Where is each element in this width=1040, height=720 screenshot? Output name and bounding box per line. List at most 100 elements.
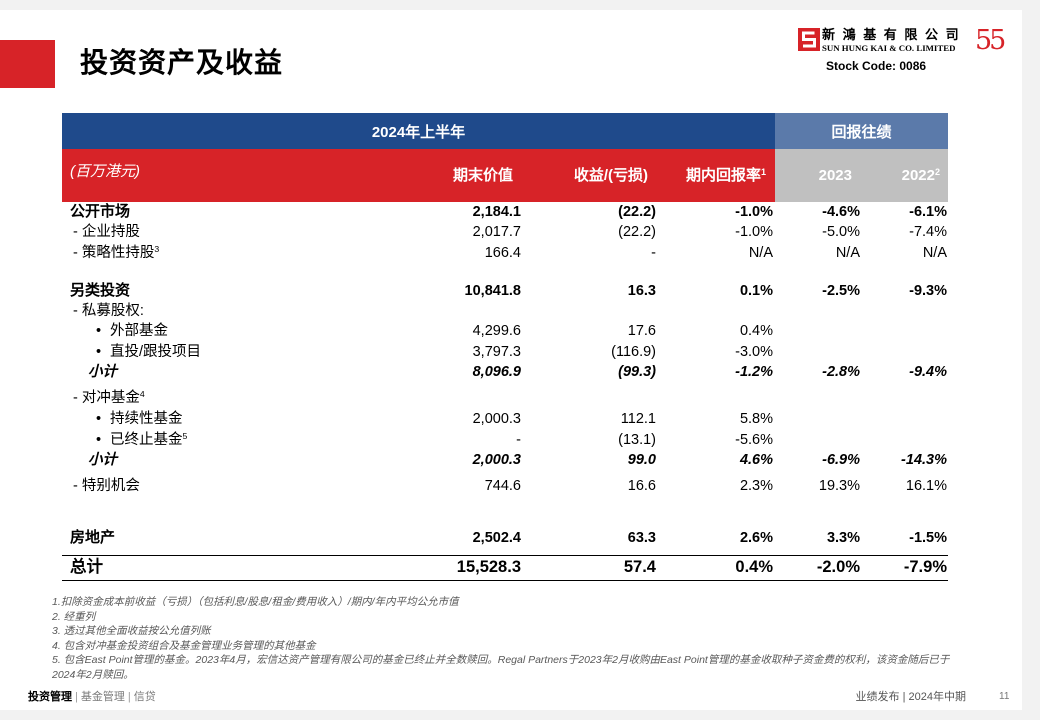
row-label-text: - 对冲基金 bbox=[73, 390, 140, 406]
row-label-text: - 特别机会 bbox=[73, 478, 140, 494]
footnote-5: 5. 包含East Point管理的基金。2023年4月，宏信达资产管理有限公司… bbox=[52, 654, 950, 681]
row-label: - 私募股权: bbox=[73, 300, 144, 322]
cell-end-value: 3,797.3 bbox=[472, 344, 521, 360]
cell-end-value: 2,184.1 bbox=[472, 204, 521, 220]
cell-gain-loss: (99.3) bbox=[618, 364, 656, 380]
cell-period-return: N/A bbox=[748, 245, 773, 261]
group-header-current: 2024年上半年 bbox=[62, 113, 775, 149]
table-row: 另类投资 10,841.8 16.3 0.1% -2.5% -9.3% bbox=[62, 280, 948, 302]
row-label: 房地产 bbox=[70, 527, 115, 549]
cell-gain-loss: (116.9) bbox=[611, 344, 656, 360]
cell-end-value: - bbox=[516, 432, 521, 448]
row-label: 总计 bbox=[70, 556, 103, 578]
cell-period-return: -5.6% bbox=[735, 432, 773, 448]
cell-return-2022: -14.3% bbox=[901, 452, 947, 468]
cell-period-return: 0.4% bbox=[739, 323, 773, 339]
table-body: 公开市场 2,184.1 (22.2) -1.0% -4.6% -6.1% - 企业持股 2,… bbox=[62, 0, 948, 600]
cell-gain-loss: - bbox=[651, 245, 656, 261]
cell-return-2023: 19.3% bbox=[818, 478, 860, 494]
cell-period-return: -1.0% bbox=[735, 224, 773, 240]
cell-end-value: 2,502.4 bbox=[472, 530, 521, 546]
cell-return-2023: -2.5% bbox=[822, 283, 860, 299]
cell-gain-loss: 63.3 bbox=[627, 530, 656, 546]
column-header-gain-loss: 收益/(亏损) bbox=[574, 164, 648, 188]
row-label-text: - 私募股权: bbox=[73, 303, 144, 319]
row-label: 公开市场 bbox=[70, 201, 130, 223]
cell-gain-loss: (13.1) bbox=[618, 432, 656, 448]
accent-bar bbox=[0, 40, 55, 88]
cell-end-value: 166.4 bbox=[484, 245, 521, 261]
cell-gain-loss: 112.1 bbox=[620, 411, 656, 427]
footer-business-line: 信贷 bbox=[133, 691, 156, 703]
footnote-marker: 5 bbox=[182, 431, 188, 442]
cell-gain-loss: 17.6 bbox=[627, 323, 656, 339]
cell-gain-loss: 16.6 bbox=[627, 478, 656, 494]
row-label: 已终止基金5 bbox=[110, 429, 187, 451]
cell-return-2022: -1.5% bbox=[909, 530, 947, 546]
cell-end-value: 8,096.9 bbox=[472, 364, 521, 380]
row-label: - 特别机会 bbox=[73, 475, 140, 497]
cell-end-value: 10,841.8 bbox=[464, 283, 521, 299]
footer-separator: | bbox=[75, 691, 78, 703]
footer-separator: | bbox=[127, 691, 131, 703]
logo-s-mark bbox=[802, 31, 816, 48]
cell-return-2022: N/A bbox=[922, 245, 947, 261]
column-header-label: 期内回报率 bbox=[685, 167, 761, 184]
row-label: - 企业持股 bbox=[73, 221, 140, 243]
column-header-label: 2023 bbox=[818, 167, 852, 184]
table-row: - 策略性持股3 166.4 - N/A N/A N/A bbox=[62, 242, 948, 264]
row-label-text: 已终止基金 bbox=[110, 432, 183, 448]
column-header-band-current bbox=[62, 149, 775, 202]
row-label: 小计 bbox=[88, 449, 117, 471]
cell-end-value: 4,299.6 bbox=[472, 323, 521, 339]
cell-gain-loss: 16.3 bbox=[627, 283, 656, 299]
table-row: - 特别机会 744.6 16.6 2.3% 19.3% 16.1% bbox=[62, 475, 948, 497]
row-label-text: - 企业持股 bbox=[73, 224, 140, 240]
cell-return-2023: -4.6% bbox=[822, 204, 860, 220]
cell-return-2022: -6.1% bbox=[909, 204, 947, 220]
unit-label: (百万港元) bbox=[70, 163, 140, 180]
bullet-mark: • bbox=[96, 323, 102, 339]
row-label: 外部基金 bbox=[110, 320, 168, 342]
cell-end-value: 2,000.3 bbox=[472, 452, 521, 468]
cell-end-value: 2,000.3 bbox=[472, 411, 521, 427]
column-header-label: 期末价值 bbox=[452, 167, 513, 184]
cell-period-return: 2.6% bbox=[739, 530, 773, 546]
column-header-period-return: 期内回报率1 bbox=[686, 164, 766, 188]
table-row: 房地产 2,502.4 63.3 2.6% 3.3% -1.5% bbox=[62, 527, 948, 549]
cell-period-return: 2.3% bbox=[739, 478, 773, 494]
cell-period-return: 4.6% bbox=[739, 452, 773, 468]
stock-code: Stock Code: 0086 bbox=[826, 59, 927, 73]
cell-end-value: 15,528.3 bbox=[456, 558, 521, 576]
row-label: 小计 bbox=[88, 361, 117, 383]
footnote-marker: 1 bbox=[760, 167, 766, 178]
row-label: - 对冲基金4 bbox=[73, 387, 145, 409]
group-header-current-label: 2024年上半年 bbox=[371, 123, 466, 141]
row-label-text: 小计 bbox=[88, 452, 117, 468]
column-header-2023: 2023 bbox=[819, 164, 852, 188]
cell-return-2022: -9.3% bbox=[909, 283, 947, 299]
row-label-text: 持续性基金 bbox=[110, 411, 183, 427]
row-label-text: 外部基金 bbox=[110, 323, 168, 339]
footnote-marker: 3 bbox=[154, 244, 160, 255]
column-header-band-history bbox=[775, 149, 948, 202]
anniversary-mark: 55 bbox=[975, 25, 1006, 56]
cell-end-value: 744.6 bbox=[484, 478, 521, 494]
footnote-1: 1.扣除资金成本前收益（亏损）（包括利息/股息/租金/费用收入）/期内/年内平均… bbox=[52, 596, 459, 608]
footer-business-lines: 投资管理 | 基金管理 | 信贷 bbox=[28, 689, 156, 705]
cell-return-2022: 16.1% bbox=[905, 478, 947, 494]
row-label: 另类投资 bbox=[70, 280, 130, 302]
table-row: • 已终止基金5 - (13.1) -5.6% bbox=[62, 429, 948, 451]
cell-end-value: 2,017.7 bbox=[472, 224, 521, 240]
column-header-label: 2022 bbox=[901, 167, 935, 184]
footnote-2: 2. 经重列 bbox=[52, 610, 96, 623]
footnotes: 1.扣除资金成本前收益（亏损）（包括利息/股息/租金/费用收入）/期内/年内平均… bbox=[52, 595, 967, 682]
cell-period-return: -1.2% bbox=[735, 364, 773, 380]
cell-return-2022: -9.4% bbox=[909, 364, 947, 380]
row-label-text: 公开市场 bbox=[70, 203, 131, 220]
row-label-text: 房地产 bbox=[70, 529, 116, 546]
table-row: - 对冲基金4 bbox=[62, 387, 948, 409]
bullet-mark: • bbox=[96, 411, 102, 427]
table-row: - 私募股权: bbox=[62, 300, 948, 322]
cell-return-2022: -7.9% bbox=[903, 558, 947, 576]
